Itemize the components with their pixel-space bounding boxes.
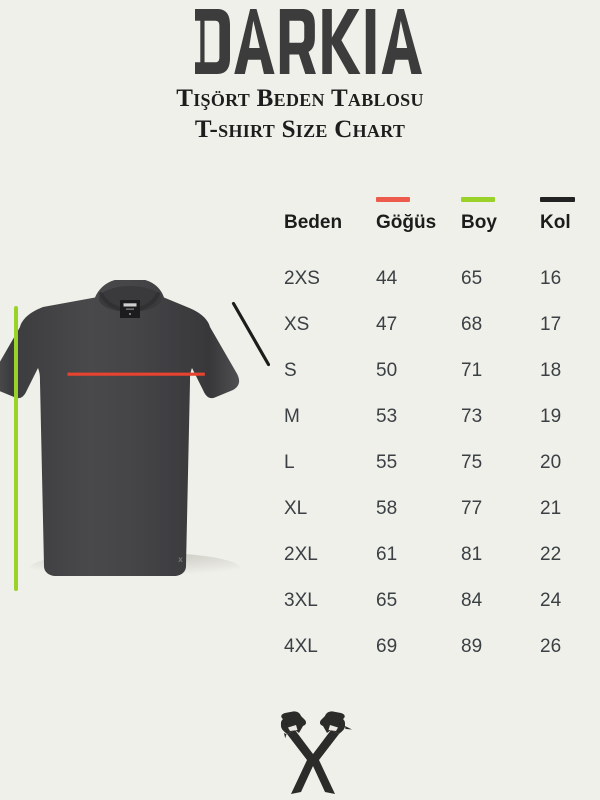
svg-text:x: x [178, 555, 183, 564]
